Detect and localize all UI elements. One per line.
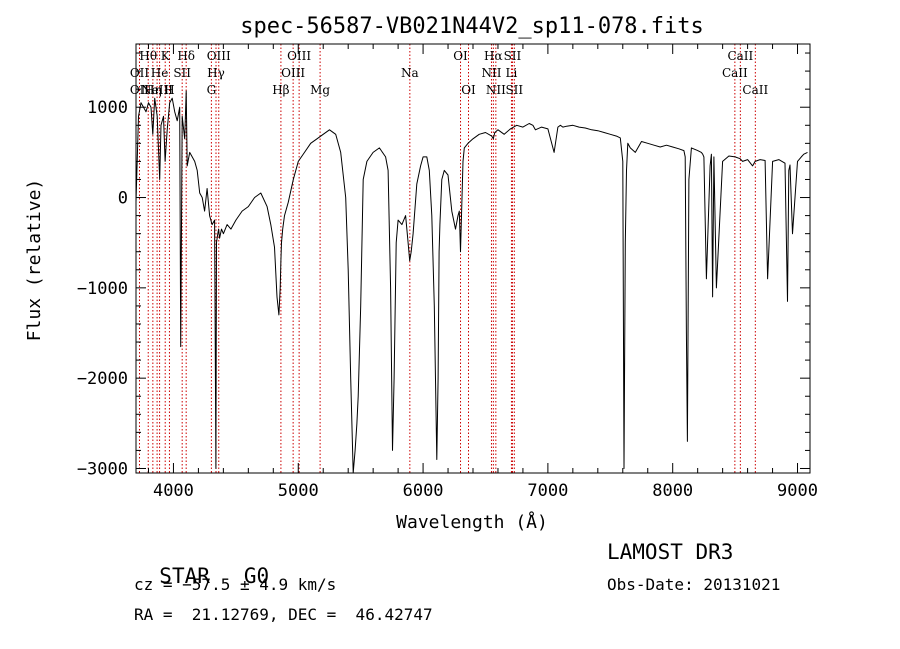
emission-line-label: Hδ <box>177 49 195 63</box>
y-tick-label: 1000 <box>87 98 128 118</box>
emission-line-label: SII <box>504 49 522 63</box>
emission-line-label: Hγ <box>207 66 225 80</box>
emission-line-label: K <box>161 49 171 63</box>
emission-line-label: Mg <box>310 83 330 97</box>
y-tick-label: 0 <box>118 189 128 209</box>
emission-line-label: NII <box>481 66 501 80</box>
axis-ticks: 4000 5000 6000 7000 8000 9000 −3000 −2000 −1000 0… <box>77 44 818 501</box>
emission-line-label: CaII <box>727 49 753 63</box>
emission-line-label: Hα <box>484 49 503 63</box>
emission-line-label: OI <box>453 49 468 63</box>
emission-line-label: Hη <box>144 83 162 97</box>
redshift-label: cz = −57.5 ± 4.9 km/s <box>134 575 337 594</box>
x-tick-label: 4000 <box>153 481 194 501</box>
x-tick-label: 8000 <box>652 481 693 501</box>
emission-line-label: CaII <box>722 66 748 80</box>
emission-line-label: SII <box>173 66 191 80</box>
y-tick-label: −1000 <box>77 279 128 299</box>
spectrum-series <box>135 90 808 474</box>
plot-frame <box>135 43 811 474</box>
subclass-label: G0 <box>243 564 270 588</box>
x-axis-label: Wavelength (Å) <box>396 511 548 533</box>
x-tick-label: 6000 <box>403 481 444 501</box>
emission-line-label: Na <box>401 66 419 80</box>
object-class: STAR G0 <box>134 540 269 588</box>
emission-line-label: OIII <box>287 49 311 63</box>
spectrum-line <box>135 90 808 474</box>
x-tick-label: 7000 <box>527 481 568 501</box>
coordinates-label: RA = 21.12769, DEC = 46.42747 <box>134 605 433 624</box>
emission-line-label: OIII <box>207 49 231 63</box>
class-label: STAR <box>159 564 210 588</box>
y-tick-label: −2000 <box>77 369 128 389</box>
emission-line-label: OIII <box>281 66 305 80</box>
emission-line-markers <box>138 44 756 473</box>
y-axis-label: Flux (relative) <box>24 179 45 342</box>
x-tick-label: 9000 <box>777 481 818 501</box>
obs-date-label: Obs-Date: 20131021 <box>607 575 781 594</box>
emission-line-label: Hβ <box>272 83 289 97</box>
emission-line-label: Li <box>506 66 518 80</box>
y-tick-label: −3000 <box>77 459 128 479</box>
chart-title: spec-56587-VB021N44V2_sp11-078.fits <box>240 14 704 39</box>
emission-line-label: H <box>164 83 174 97</box>
emission-line-label: Hθ <box>139 49 157 63</box>
emission-line-label: SII <box>505 83 523 97</box>
emission-line-label: CaII <box>742 83 768 97</box>
emission-line-label: NeIII <box>141 83 173 97</box>
survey-label: LAMOST DR3 <box>607 540 734 564</box>
emission-line-label: OI <box>461 83 476 97</box>
emission-line-label: OII <box>130 83 150 97</box>
emission-line-label: OII <box>130 66 150 80</box>
x-tick-label: 5000 <box>278 481 319 501</box>
emission-line-label: He <box>151 66 169 80</box>
emission-line-label: NII <box>486 83 506 97</box>
emission-line-label: G <box>207 83 217 97</box>
